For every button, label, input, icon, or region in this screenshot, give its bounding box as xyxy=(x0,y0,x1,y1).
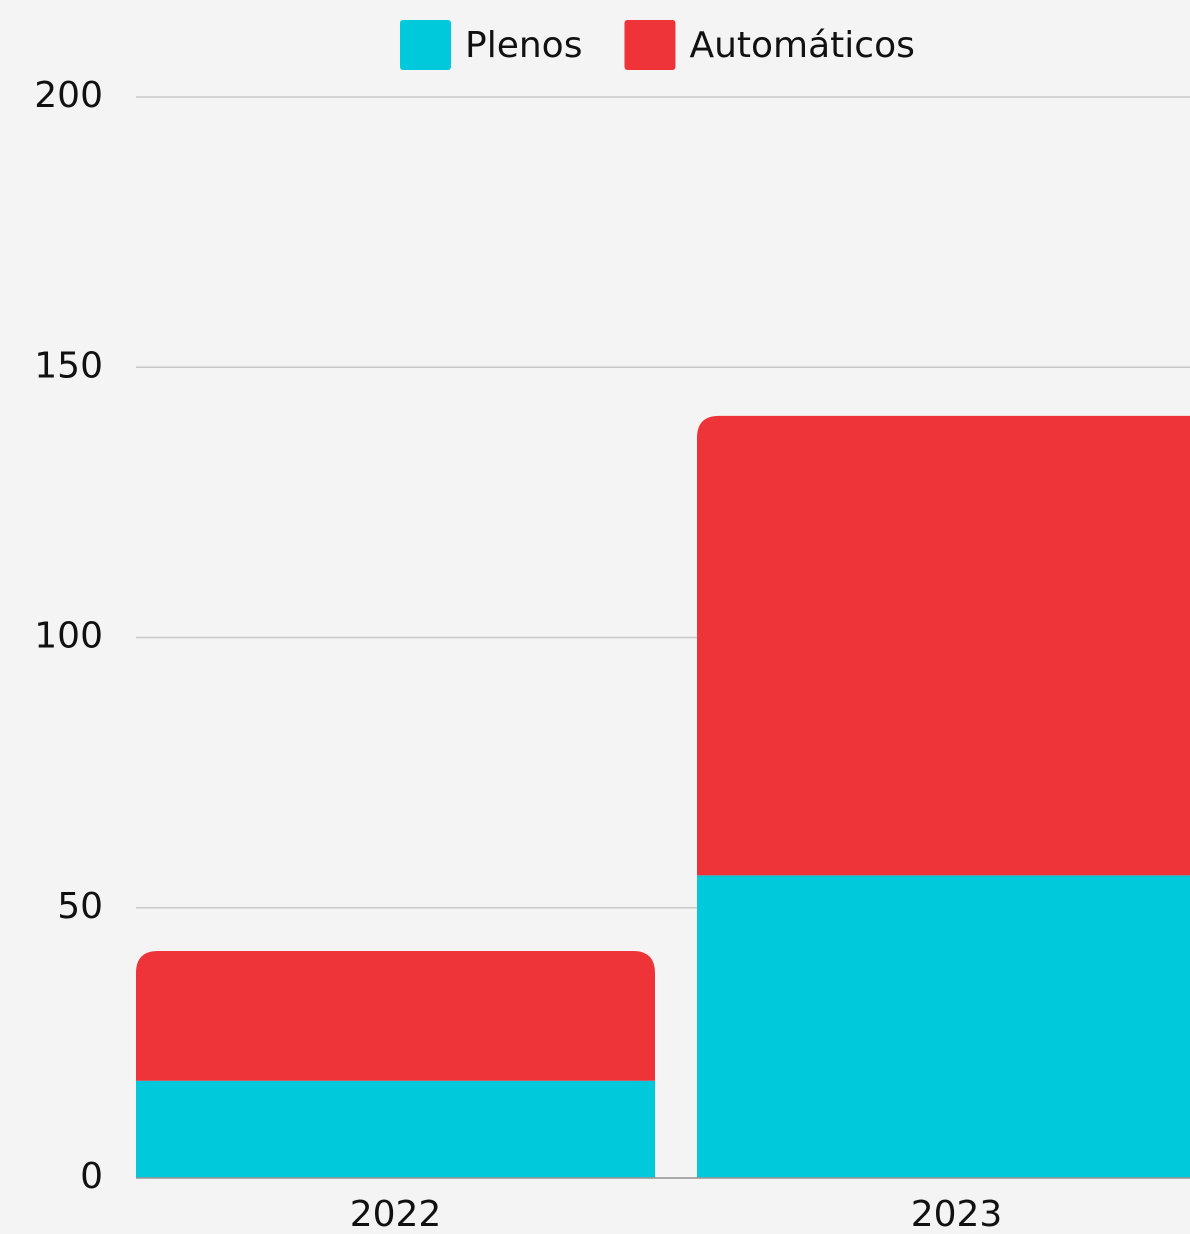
y-tick-label: 200 xyxy=(34,75,103,116)
legend-label: Automáticos xyxy=(689,25,914,66)
bar-segment xyxy=(697,875,1190,1178)
bar-segment xyxy=(136,1080,655,1178)
y-tick-label: 150 xyxy=(34,345,103,386)
y-tick-label: 50 xyxy=(57,886,103,927)
y-tick-label: 100 xyxy=(34,616,103,657)
legend-label: Plenos xyxy=(465,25,582,66)
legend-swatch xyxy=(624,20,676,70)
x-tick-label: 2023 xyxy=(911,1194,1003,1234)
bar-segment xyxy=(136,950,655,1081)
legend-swatch xyxy=(400,20,451,70)
x-tick-label: 2022 xyxy=(350,1194,442,1234)
y-tick-label: 0 xyxy=(80,1156,103,1197)
bar-segment xyxy=(697,415,1190,876)
